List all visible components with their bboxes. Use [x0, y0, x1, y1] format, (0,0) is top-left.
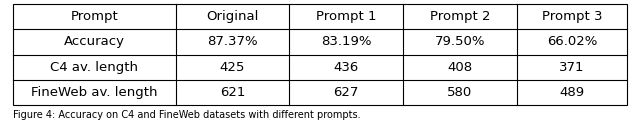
Text: Accuracy: Accuracy	[64, 35, 125, 48]
Text: Prompt: Prompt	[70, 10, 118, 23]
Text: Prompt 3: Prompt 3	[541, 10, 602, 23]
Text: FineWeb av. length: FineWeb av. length	[31, 86, 157, 99]
Text: Original: Original	[206, 10, 259, 23]
Text: 627: 627	[333, 86, 359, 99]
Text: 621: 621	[220, 86, 245, 99]
Text: 79.50%: 79.50%	[435, 35, 485, 48]
Text: Prompt 2: Prompt 2	[429, 10, 490, 23]
Text: Figure 4: Accuracy on C4 and FineWeb datasets with different prompts.: Figure 4: Accuracy on C4 and FineWeb dat…	[13, 110, 360, 120]
Text: 489: 489	[559, 86, 584, 99]
Text: 371: 371	[559, 61, 585, 74]
Text: C4 av. length: C4 av. length	[50, 61, 138, 74]
Text: 408: 408	[447, 61, 472, 74]
Text: 83.19%: 83.19%	[321, 35, 371, 48]
Text: 580: 580	[447, 86, 472, 99]
Text: 66.02%: 66.02%	[547, 35, 597, 48]
Text: 436: 436	[333, 61, 359, 74]
Text: 87.37%: 87.37%	[207, 35, 258, 48]
Text: Prompt 1: Prompt 1	[316, 10, 376, 23]
Bar	[13, 4, 627, 105]
Text: 425: 425	[220, 61, 245, 74]
